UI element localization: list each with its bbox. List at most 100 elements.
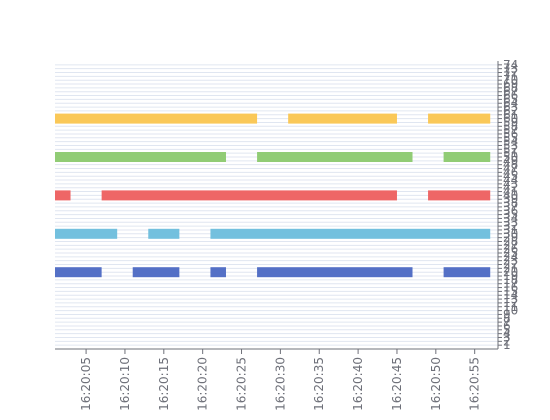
y-tick-label: 64 bbox=[503, 96, 518, 110]
y-tick-label: 63 bbox=[503, 100, 518, 114]
timeline-bar bbox=[55, 267, 102, 278]
y-tick-label: 54 bbox=[503, 135, 518, 149]
y-tick-label: 22 bbox=[503, 258, 518, 272]
timeline-bar bbox=[55, 190, 71, 201]
bar-series bbox=[55, 113, 491, 278]
y-tick-label: 28 bbox=[503, 234, 518, 248]
y-tick-label: 20 bbox=[503, 265, 518, 279]
y-tick-label: 25 bbox=[503, 246, 518, 260]
y-tick-label: 60 bbox=[503, 112, 518, 126]
timeline-bar bbox=[55, 113, 258, 124]
x-tick-label: 16:20:50 bbox=[429, 357, 443, 411]
timeline-bar bbox=[148, 228, 180, 239]
y-tick-label: 4 bbox=[503, 327, 511, 341]
x-tick-label: 16:20:25 bbox=[235, 357, 249, 411]
y-tick-label: 36 bbox=[503, 204, 518, 218]
y-tick-label: 74 bbox=[503, 58, 518, 72]
x-tick-label: 16:20:20 bbox=[196, 357, 210, 411]
y-tick-label: 68 bbox=[503, 81, 518, 95]
y-tick-label: 1 bbox=[503, 338, 511, 352]
y-tick-label: 45 bbox=[503, 169, 518, 183]
y-tick-label: 55 bbox=[503, 131, 518, 145]
y-tick-label: 56 bbox=[503, 127, 518, 141]
y-tick-label: 10 bbox=[503, 304, 518, 318]
y-tick-label: 34 bbox=[503, 211, 518, 225]
x-tick-label: 16:20:45 bbox=[390, 357, 404, 411]
y-tick-label: 37 bbox=[503, 200, 518, 214]
y-tick-label: 6 bbox=[503, 319, 511, 333]
timeline-bar bbox=[101, 190, 397, 201]
y-tick-label: 52 bbox=[503, 142, 518, 156]
y-tick-label: 51 bbox=[503, 146, 518, 160]
timeline-bar bbox=[257, 152, 413, 162]
y-tick-label: 48 bbox=[503, 158, 518, 172]
y-tick-label: 26 bbox=[503, 242, 518, 256]
y-tick-label: 46 bbox=[503, 165, 518, 179]
y-tick-label: 61 bbox=[503, 108, 518, 122]
timeline-bar bbox=[132, 267, 180, 278]
y-tick-label: 33 bbox=[503, 215, 518, 229]
y-tick-label: 66 bbox=[503, 89, 518, 103]
x-tick-label: 16:20:10 bbox=[118, 357, 132, 411]
y-tick-label: 43 bbox=[503, 177, 518, 191]
y-tick-label: 13 bbox=[503, 292, 518, 306]
y-tick-label: 16 bbox=[503, 281, 518, 295]
y-tick-label: 9 bbox=[503, 307, 511, 321]
x-tick-label: 16:20:55 bbox=[468, 357, 482, 411]
y-tick-label: 12 bbox=[503, 296, 518, 310]
timeline-bar bbox=[428, 190, 491, 201]
y-tick-label: 19 bbox=[503, 269, 518, 283]
y-tick-label: 27 bbox=[503, 238, 518, 252]
y-tick-label: 7 bbox=[503, 315, 511, 329]
timeline-bar bbox=[428, 113, 491, 124]
y-tick-label: 21 bbox=[503, 261, 518, 275]
y-tick-label: 69 bbox=[503, 77, 518, 91]
y-tick-label: 5 bbox=[503, 323, 511, 337]
y-tick-label: 3 bbox=[503, 330, 511, 344]
y-tick-label: 49 bbox=[503, 154, 518, 168]
y-tick-labels: 1234567891011121314151617181920212223242… bbox=[503, 58, 518, 352]
y-tick-label: 29 bbox=[503, 231, 518, 245]
x-tick-label: 16:20:05 bbox=[79, 357, 93, 411]
timeline-bar bbox=[443, 267, 491, 278]
y-tick-label: 62 bbox=[503, 104, 518, 118]
y-tick-label: 15 bbox=[503, 284, 518, 298]
y-tick-label: 32 bbox=[503, 219, 518, 233]
y-tick-label: 41 bbox=[503, 185, 518, 199]
timeline-bar bbox=[55, 228, 118, 239]
y-tick-label: 53 bbox=[503, 138, 518, 152]
y-tick-label: 65 bbox=[503, 92, 518, 106]
timeline-bar bbox=[257, 267, 413, 278]
y-tick-label: 59 bbox=[503, 115, 518, 129]
timeline-bar bbox=[288, 113, 397, 124]
y-tick-label: 11 bbox=[503, 300, 518, 314]
x-tick-label: 16:20:35 bbox=[312, 357, 326, 411]
timeline-bar bbox=[210, 228, 491, 239]
y-tick-label: 8 bbox=[503, 311, 511, 325]
timeline-bar bbox=[55, 152, 226, 162]
x-tick-labels: 16:20:05 16:20:10 16:20:15 16:20:20 16:20:25… bbox=[79, 357, 482, 411]
y-tick-label: 30 bbox=[503, 227, 518, 241]
y-tick-label: 58 bbox=[503, 119, 518, 133]
y-tick-label: 50 bbox=[503, 150, 518, 164]
y-tick-label: 57 bbox=[503, 123, 518, 137]
y-tick-label: 17 bbox=[503, 277, 518, 291]
x-tick-label: 16:20:15 bbox=[157, 357, 171, 411]
x-tick-label: 16:20:30 bbox=[273, 357, 287, 411]
y-tick-label: 14 bbox=[503, 288, 518, 302]
y-tick-label: 31 bbox=[503, 223, 518, 237]
y-tick-label: 39 bbox=[503, 192, 518, 206]
y-tick-label: 71 bbox=[503, 69, 518, 83]
y-tick-label: 38 bbox=[503, 196, 518, 210]
y-tick-label: 72 bbox=[503, 66, 518, 80]
axes bbox=[55, 61, 502, 354]
y-tick-label: 2 bbox=[503, 334, 511, 348]
timeline-bar bbox=[210, 267, 226, 278]
y-tick-label: 44 bbox=[503, 173, 518, 187]
timeline-bar bbox=[443, 152, 491, 162]
y-tick-label: 42 bbox=[503, 181, 518, 195]
y-tick-label: 24 bbox=[503, 250, 518, 264]
y-tick-label: 73 bbox=[503, 62, 518, 76]
y-tick-label: 67 bbox=[503, 85, 518, 99]
